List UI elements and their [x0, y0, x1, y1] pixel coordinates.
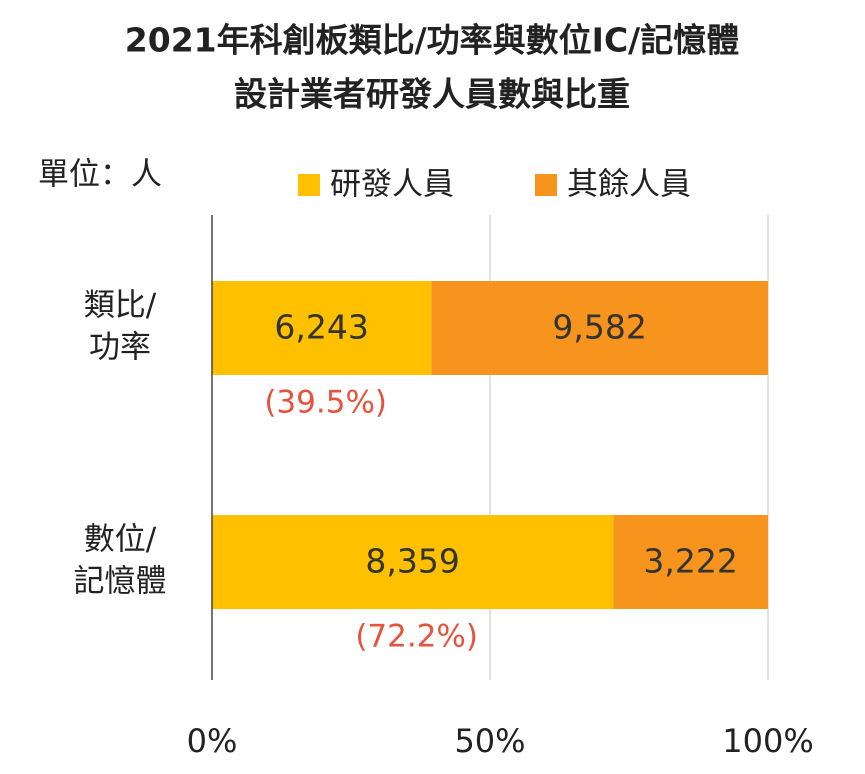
- y-tick-label: 功率: [89, 330, 151, 366]
- unit-label: 單位：人: [38, 157, 162, 193]
- x-tick-label: 0%: [187, 722, 238, 760]
- x-tick-label: 100%: [722, 722, 813, 760]
- bar: [212, 515, 614, 609]
- x-tick-label: 50%: [454, 722, 525, 760]
- share-label: (72.2%): [355, 619, 478, 655]
- y-tick-label: 記憶體: [74, 564, 167, 600]
- legend-label: 其餘人員: [567, 167, 691, 203]
- data-label: 9,582: [552, 308, 646, 347]
- share-label: (39.5%): [264, 385, 387, 421]
- bar: [613, 515, 768, 609]
- legend-swatch: [298, 174, 320, 196]
- bar: [212, 281, 432, 375]
- data-label: 8,359: [365, 542, 459, 581]
- bar: [431, 281, 768, 375]
- chart-title: 2021年科創板類比/功率與數位IC/記憶體: [125, 21, 739, 60]
- data-label: 6,243: [274, 308, 368, 347]
- chart-title: 設計業者研發人員數與比重: [234, 75, 630, 114]
- y-tick-label: 類比/: [84, 288, 157, 324]
- y-tick-label: 數位/: [84, 522, 157, 558]
- legend-label: 研發人員: [330, 167, 454, 203]
- data-label: 3,222: [643, 542, 737, 581]
- legend-swatch: [535, 174, 557, 196]
